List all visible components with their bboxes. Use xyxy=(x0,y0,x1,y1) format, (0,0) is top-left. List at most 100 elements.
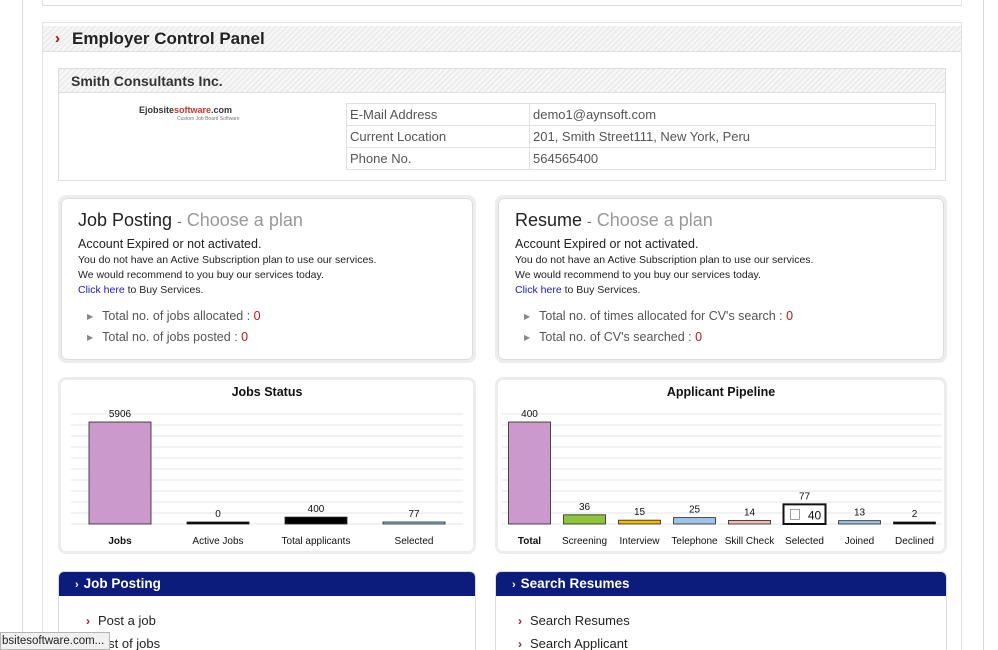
bar-active-jobs xyxy=(186,521,250,525)
company-info-table: E-Mail Address demo1@aynsoft.com Current… xyxy=(346,103,936,170)
chevron-right-icon: › xyxy=(512,579,516,591)
bar-total-applicants xyxy=(284,516,348,525)
stat-cv-searched: ▶ Total no. of CV's searched : 0 xyxy=(524,330,703,344)
page-frame xyxy=(22,0,984,650)
field-label: Current Location xyxy=(346,125,530,148)
panel-header: ›› Employer Control Panel xyxy=(43,26,961,52)
bar-jobs xyxy=(88,421,152,525)
data-label: 15 xyxy=(634,507,646,518)
category-label: Screening xyxy=(562,536,607,547)
data-label: 0 xyxy=(215,509,221,520)
page-icon xyxy=(790,508,800,520)
bar-telephone xyxy=(673,517,716,525)
stat-cv-search-allocated: ▶ Total no. of times allocated for CV's s… xyxy=(524,309,794,323)
company-header: Smith Consultants Inc. xyxy=(59,69,945,93)
click-here-link[interactable]: Click here xyxy=(515,284,562,296)
field-value: demo1@aynsoft.com xyxy=(529,103,936,126)
company-name: Smith Consultants Inc. xyxy=(71,73,223,89)
search-resumes-menu-header: › Search Resumes xyxy=(496,572,946,596)
search-resumes-menu: › Search Resumes › Search Resumes › Search … xyxy=(495,571,947,650)
account-status: Account Expired or not activated. xyxy=(78,237,262,251)
category-label: Active Jobs xyxy=(192,536,243,547)
bar-declined xyxy=(893,521,936,525)
data-label: 77 xyxy=(799,491,811,502)
search-applicant-link[interactable]: › Search Applicant xyxy=(518,636,628,650)
logo-tagline: Custom Job Board Software xyxy=(177,116,240,122)
bar-screening xyxy=(563,514,606,525)
table-row: E-Mail Address demo1@aynsoft.com xyxy=(346,103,936,126)
recommendation-message: We would recommend to you buy our servic… xyxy=(78,269,324,281)
field-value: 201, Smith Street111, New York, Peru xyxy=(529,125,936,148)
data-label: 25 xyxy=(689,505,701,516)
data-label: 400 xyxy=(308,504,325,515)
jobs-status-chart: Jobs Status 5906 Jobs 0 Active Jobs 400 Total … xyxy=(71,385,463,547)
recommendation-message: We would recommend to you buy our servic… xyxy=(515,269,761,281)
category-label: Jobs xyxy=(108,536,132,547)
company-logo: Ejobsitesoftware.com Custom Job Board So… xyxy=(139,105,259,123)
chart-title: Jobs Status xyxy=(232,385,303,399)
click-here-link[interactable]: Click here xyxy=(78,284,125,296)
data-label: 5906 xyxy=(109,409,132,420)
card-title: Resume - Choose a plan xyxy=(515,210,713,230)
annotation-label: 40 xyxy=(808,508,822,522)
category-label: Selected xyxy=(395,536,434,547)
category-label: Selected xyxy=(785,536,824,547)
control-panel xyxy=(42,22,962,650)
triangle-right-icon: ▶ xyxy=(524,333,531,342)
data-label: 36 xyxy=(579,502,591,513)
subscription-message: You do not have an Active Subscription p… xyxy=(78,254,377,266)
field-label: E-Mail Address xyxy=(346,103,530,126)
job-posting-menu-header: › Job Posting xyxy=(59,572,475,596)
company-profile: Smith Consultants Inc. Ejobsitesoftware.… xyxy=(58,68,946,181)
category-label: Skill Check xyxy=(725,536,775,547)
chart-title: Applicant Pipeline xyxy=(667,385,775,399)
table-row: Phone No. 564565400 xyxy=(346,147,936,170)
triangle-right-icon: ▶ xyxy=(87,312,94,321)
job-posting-card: Job Posting - Choose a plan Account Expi… xyxy=(58,195,476,363)
applicant-pipeline-chart-card: Applicant Pipeline 400 Total 36 Screening 15 I… xyxy=(495,377,947,554)
category-label: Joined xyxy=(845,536,874,547)
data-label: 13 xyxy=(854,508,866,519)
stat-jobs-posted: ▶ Total no. of jobs posted : 0 xyxy=(87,330,249,344)
post-a-job-link[interactable]: › Post a job xyxy=(86,613,156,628)
data-label: 77 xyxy=(408,509,420,520)
bar-skill-check xyxy=(728,520,771,525)
category-label: Total applicants xyxy=(282,536,351,547)
account-status: Account Expired or not activated. xyxy=(515,237,699,251)
category-label: Total xyxy=(518,536,541,547)
bar-interview xyxy=(618,519,661,525)
buy-services-text: Click here to Buy Services. xyxy=(78,284,204,296)
choose-plan-link[interactable]: Choose a plan xyxy=(596,210,713,230)
triangle-right-icon: ▶ xyxy=(87,333,94,342)
browser-status-bar: bsitesoftware.com... xyxy=(0,632,110,650)
data-label: 14 xyxy=(744,507,756,518)
data-label: 400 xyxy=(521,409,538,420)
search-resumes-link[interactable]: › Search Resumes xyxy=(518,613,630,628)
subscription-message: You do not have an Active Subscription p… xyxy=(515,254,814,266)
chevron-right-icon: › xyxy=(518,637,522,650)
stat-jobs-allocated: ▶ Total no. of jobs allocated : 0 xyxy=(87,309,261,323)
field-value: 564565400 xyxy=(529,147,936,170)
bar-total xyxy=(508,421,551,525)
jobs-status-chart-card: Jobs Status 5906 Jobs 0 Active Jobs 400 Total … xyxy=(58,377,476,554)
bar-joined xyxy=(838,520,881,525)
field-label: Phone No. xyxy=(346,147,530,170)
job-posting-menu: ›Job Posting ›Post a job ›List of jobs xyxy=(58,571,476,650)
logo-brand-black: Ejobsite xyxy=(139,105,175,115)
logo-brand-tld: .com xyxy=(211,105,233,115)
data-label: 2 xyxy=(912,509,918,520)
resume-card: Resume - Choose a plan Account Expired o… xyxy=(495,195,947,363)
triangle-right-icon: ▶ xyxy=(524,312,531,321)
page-title: Employer Control Panel xyxy=(72,29,265,48)
buy-services-text: Click here to Buy Services. xyxy=(515,284,641,296)
card-title: Job Posting - Choose a plan xyxy=(78,210,303,230)
category-label: Declined xyxy=(895,536,934,547)
bar-selected xyxy=(382,521,446,525)
logo-brand-red: software xyxy=(174,105,212,115)
category-label: Telephone xyxy=(671,536,718,547)
applicant-pipeline-chart: Applicant Pipeline 400 Total 36 Screening 15 I… xyxy=(502,385,942,547)
chevron-right-icon: › xyxy=(86,614,90,628)
choose-plan-link[interactable]: Choose a plan xyxy=(186,210,303,230)
chevron-right-icon: › xyxy=(75,579,79,591)
top-strip xyxy=(42,0,962,6)
